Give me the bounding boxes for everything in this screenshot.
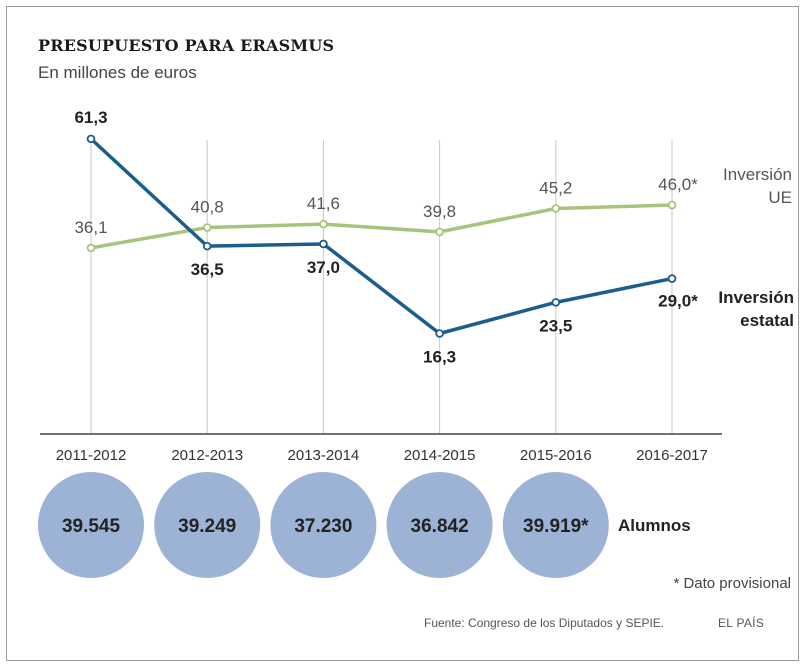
students-bubble <box>502 472 609 578</box>
data-label-estatal: 61,3 <box>74 108 107 127</box>
data-label-ue: 40,8 <box>191 198 224 217</box>
series-line-inversion-ue <box>90 203 673 250</box>
data-point-estatal <box>435 329 444 338</box>
data-point-estatal <box>86 134 96 144</box>
data-point-estatal <box>202 241 212 251</box>
data-label-ue: 45,2 <box>539 179 572 198</box>
x-tick-label: 2015-2016 <box>520 447 592 464</box>
data-label-ue: 39,8 <box>423 202 456 221</box>
series-label-ue-line1: Inversión <box>723 165 792 184</box>
footnote: * Dato provisional <box>673 575 791 592</box>
data-point-estatal <box>667 274 677 283</box>
data-label-estatal: 16,3 <box>423 348 456 367</box>
source-note: Fuente: Congreso de los Diputados y SEPI… <box>424 616 665 630</box>
data-label-ue: 46,0* <box>658 175 698 194</box>
students-bubble <box>386 472 493 578</box>
data-label-estatal: 29,0* <box>658 292 698 311</box>
data-point-estatal <box>319 239 328 249</box>
students-value: 39.249 <box>178 516 236 537</box>
x-tick-label: 2016-2017 <box>636 447 708 464</box>
series-label-estatal-line1: Inversión <box>718 288 794 307</box>
data-point-ue <box>667 200 677 210</box>
x-tick-label: 2011-2012 <box>56 447 127 464</box>
data-point-ue <box>86 243 96 253</box>
data-label-ue: 41,6 <box>307 194 340 213</box>
chart-title: PRESUPUESTO PARA ERASMUS <box>38 36 335 55</box>
data-point-ue <box>435 227 444 237</box>
students-label: Alumnos <box>618 516 691 535</box>
data-point-estatal <box>551 298 561 307</box>
x-tick-label: 2014-2015 <box>404 447 476 464</box>
students-bubble <box>270 472 377 578</box>
x-tick-label: 2013-2014 <box>288 447 360 464</box>
series-line-inversion-estatal <box>89 137 673 336</box>
students-value: 37.230 <box>294 516 352 537</box>
students-value: 39.919* <box>523 516 589 537</box>
data-point-ue <box>202 223 212 232</box>
data-label-ue: 36,1 <box>74 218 107 237</box>
data-label-estatal: 37,0 <box>307 258 340 277</box>
data-label-estatal: 36,5 <box>191 260 224 279</box>
data-point-ue <box>551 204 561 213</box>
series-label-estatal-line2: estatal <box>740 311 794 330</box>
students-value: 36.842 <box>411 516 469 537</box>
series-label-ue-line2: UE <box>768 188 792 207</box>
x-tick-label: 2012-2013 <box>171 447 243 464</box>
publisher-brand: EL PAÍS <box>718 616 765 630</box>
chart-subtitle: En millones de euros <box>38 63 197 82</box>
students-value: 39.545 <box>62 516 121 537</box>
data-label-estatal: 23,5 <box>539 316 572 335</box>
data-point-ue <box>319 219 328 229</box>
students-bubble <box>154 472 261 578</box>
students-bubble <box>38 472 144 578</box>
